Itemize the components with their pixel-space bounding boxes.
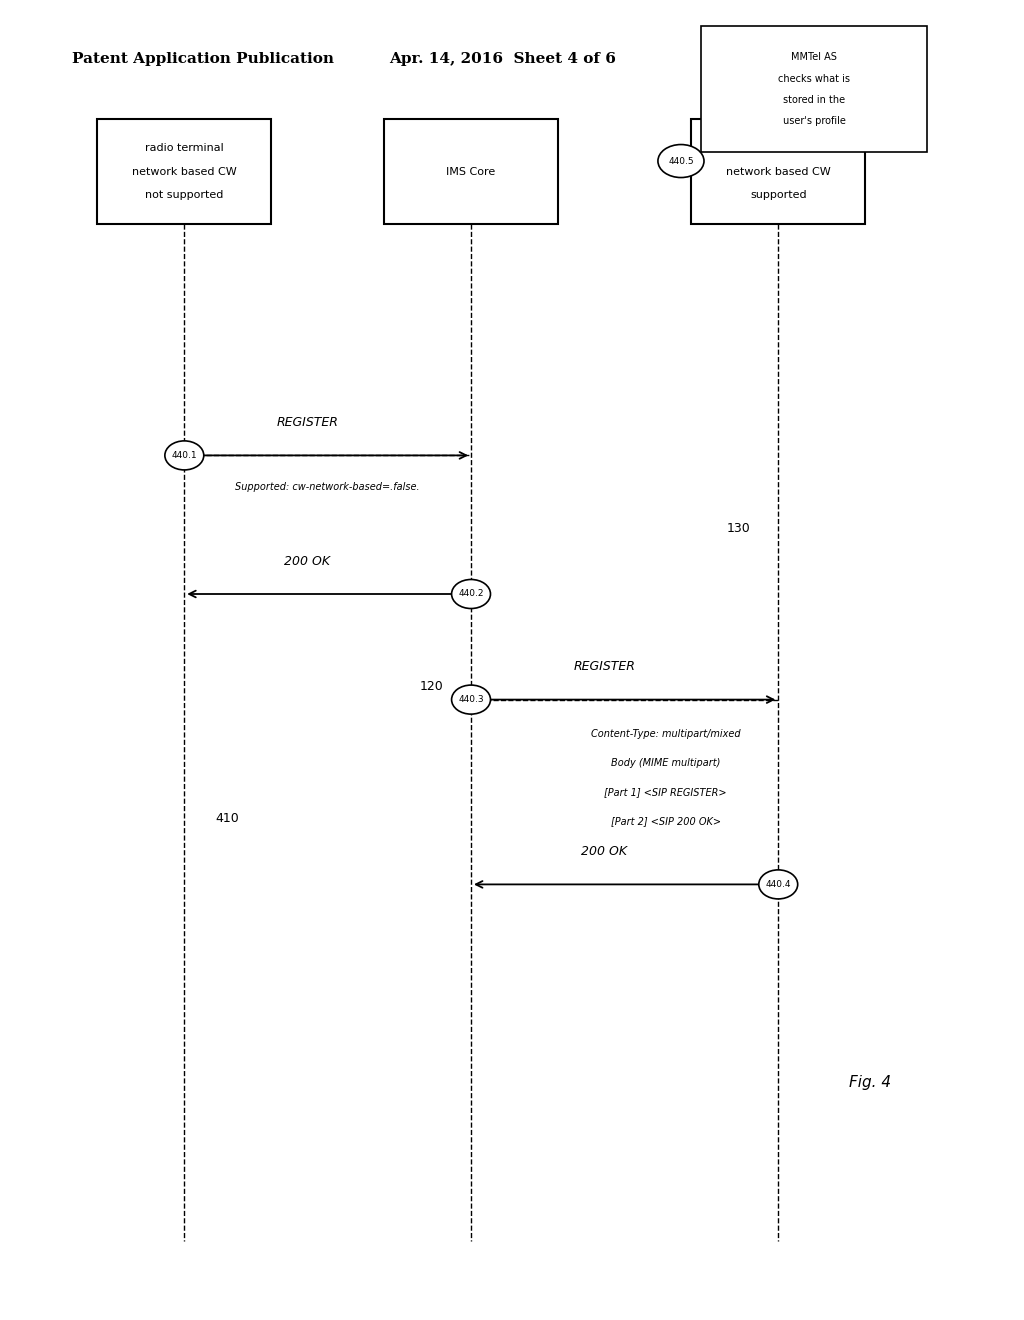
Text: 410: 410 (215, 812, 239, 825)
Text: Body (MIME multipart): Body (MIME multipart) (611, 758, 720, 768)
Text: user's profile: user's profile (782, 116, 846, 125)
Text: stored in the: stored in the (783, 95, 845, 104)
Text: 440.4: 440.4 (766, 880, 791, 888)
Text: IMS Core: IMS Core (446, 166, 496, 177)
Text: Fig. 4: Fig. 4 (849, 1074, 892, 1090)
Text: REGISTER: REGISTER (573, 660, 635, 673)
Text: REGISTER: REGISTER (276, 416, 338, 429)
Text: Content-Type: multipart/mixed: Content-Type: multipart/mixed (591, 729, 740, 739)
Ellipse shape (452, 685, 490, 714)
Text: Patent Application Publication: Patent Application Publication (72, 53, 334, 66)
Text: supported: supported (750, 190, 807, 201)
Text: 200 OK: 200 OK (581, 845, 628, 858)
Ellipse shape (165, 441, 204, 470)
Text: not supported: not supported (145, 190, 223, 201)
Text: US 2016/0105551 A1: US 2016/0105551 A1 (737, 53, 916, 66)
Text: MMTel AS: MMTel AS (752, 143, 805, 153)
Text: 440.2: 440.2 (459, 590, 483, 598)
Ellipse shape (759, 870, 798, 899)
Text: checks what is: checks what is (778, 74, 850, 83)
Text: 440.3: 440.3 (458, 696, 484, 704)
Ellipse shape (452, 579, 490, 609)
Text: 440.1: 440.1 (171, 451, 198, 459)
FancyBboxPatch shape (384, 119, 558, 224)
Text: network based CW: network based CW (132, 166, 237, 177)
FancyBboxPatch shape (701, 26, 927, 152)
Text: network based CW: network based CW (726, 166, 830, 177)
Text: 120: 120 (420, 680, 443, 693)
Text: 130: 130 (727, 521, 751, 535)
Text: 200 OK: 200 OK (284, 554, 331, 568)
Ellipse shape (658, 144, 705, 177)
FancyBboxPatch shape (97, 119, 271, 224)
Text: Supported: cw-network-based=.false.: Supported: cw-network-based=.false. (236, 482, 420, 492)
Text: [Part 2] <SIP 200 OK>: [Part 2] <SIP 200 OK> (610, 816, 721, 826)
Text: [Part 1] <SIP REGISTER>: [Part 1] <SIP REGISTER> (604, 787, 727, 797)
Text: radio terminal: radio terminal (145, 143, 223, 153)
FancyBboxPatch shape (691, 119, 865, 224)
Text: MMTel AS: MMTel AS (792, 53, 837, 62)
Text: 440.5: 440.5 (668, 157, 694, 165)
Text: Apr. 14, 2016  Sheet 4 of 6: Apr. 14, 2016 Sheet 4 of 6 (389, 53, 616, 66)
